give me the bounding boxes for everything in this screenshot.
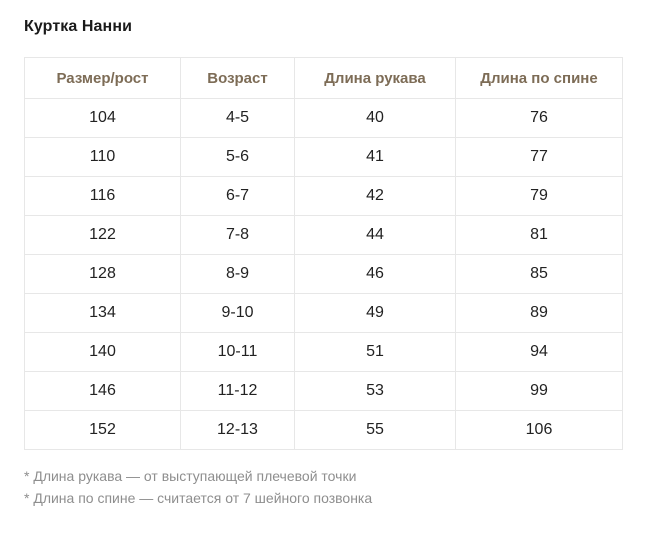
footnotes: * Длина рукава — от выступающей плечевой… [24,465,621,509]
table-cell: 146 [24,371,181,411]
table-row: 128 8-9 46 85 [24,254,623,294]
table-cell: 11-12 [180,371,295,411]
table-cell: 106 [455,410,623,450]
table-cell: 134 [24,293,181,333]
table-cell: 55 [294,410,456,450]
footnote: * Длина по спине — считается от 7 шейног… [24,490,373,506]
table-cell: 81 [455,215,623,255]
table-cell: 94 [455,332,623,372]
column-header: Размер/рост [24,57,181,99]
size-table: Размер/рост Возраст Длина рукава Длина по с… [24,57,623,450]
table-cell: 77 [455,137,623,177]
table-cell: 6-7 [180,176,295,216]
table-row: 116 6-7 42 79 [24,176,623,216]
table-header-row: Размер/рост Возраст Длина рукава Длина по с… [24,57,623,99]
table-cell: 49 [294,293,456,333]
table-cell: 99 [455,371,623,411]
table-cell: 122 [24,215,181,255]
table-row: 140 10-11 51 94 [24,332,623,372]
table-cell: 41 [294,137,456,177]
table-cell: 51 [294,332,456,372]
table-cell: 5-6 [180,137,295,177]
table-cell: 152 [24,410,181,450]
table-row: 152 12-13 55 106 [24,410,623,450]
table-cell: 79 [455,176,623,216]
table-cell: 4-5 [180,98,295,138]
table-cell: 76 [455,98,623,138]
table-cell: 140 [24,332,181,372]
table-row: 110 5-6 41 77 [24,137,623,177]
table-row: 134 9-10 49 89 [24,293,623,333]
table-row: 104 4-5 40 76 [24,98,623,138]
table-row: 122 7-8 44 81 [24,215,623,255]
table-cell: 53 [294,371,456,411]
column-header: Длина рукава [294,57,456,99]
table-cell: 10-11 [180,332,295,372]
table-cell: 116 [24,176,181,216]
table-cell: 104 [24,98,181,138]
footnote: * Длина рукава — от выступающей плечевой… [24,468,357,484]
table-cell: 110 [24,137,181,177]
table-cell: 44 [294,215,456,255]
page-title: Куртка Нанни [24,18,133,35]
table-cell: 46 [294,254,456,294]
table-cell: 40 [294,98,456,138]
table-cell: 85 [455,254,623,294]
column-header: Длина по спине [455,57,623,99]
table-row: 146 11-12 53 99 [24,371,623,411]
table-cell: 9-10 [180,293,295,333]
table-body: 104 4-5 40 76 110 5-6 41 77 116 6-7 42 79 122 7-8 44 81… [24,98,623,450]
table-cell: 89 [455,293,623,333]
table-cell: 128 [24,254,181,294]
table-cell: 8-9 [180,254,295,294]
column-header: Возраст [180,57,295,99]
table-cell: 42 [294,176,456,216]
table-cell: 12-13 [180,410,295,450]
table-cell: 7-8 [180,215,295,255]
